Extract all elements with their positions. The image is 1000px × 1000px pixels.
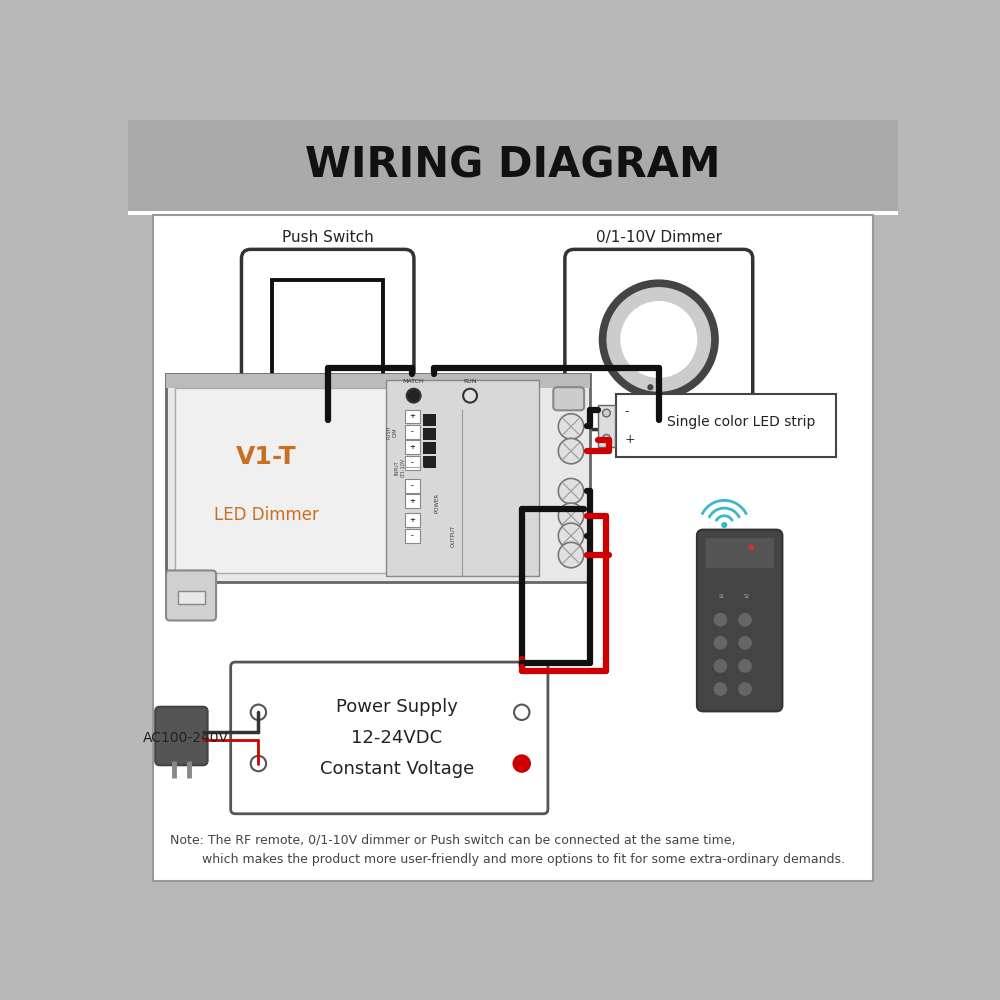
Text: 12-24VDC: 12-24VDC bbox=[351, 729, 443, 747]
Bar bbox=[423, 428, 436, 440]
Bar bbox=[166, 374, 590, 582]
Text: +: + bbox=[409, 517, 415, 523]
Text: INPUT
0/1-10V: INPUT 0/1-10V bbox=[395, 458, 405, 477]
FancyBboxPatch shape bbox=[166, 570, 216, 620]
Text: V1-T: V1-T bbox=[236, 445, 296, 469]
Text: Push Switch: Push Switch bbox=[282, 230, 374, 245]
FancyBboxPatch shape bbox=[705, 538, 774, 568]
Text: LED Dimmer: LED Dimmer bbox=[214, 506, 319, 524]
Text: which makes the product more user-friendly and more options to fit for some extr: which makes the product more user-friend… bbox=[170, 853, 845, 866]
Circle shape bbox=[714, 660, 727, 672]
Circle shape bbox=[714, 683, 727, 695]
Text: +: + bbox=[409, 444, 415, 450]
Circle shape bbox=[599, 279, 719, 400]
Circle shape bbox=[606, 287, 711, 392]
Circle shape bbox=[739, 614, 751, 626]
Circle shape bbox=[512, 754, 531, 773]
Text: 0/1-10V Dimmer: 0/1-10V Dimmer bbox=[596, 230, 722, 245]
Text: Single color LED strip: Single color LED strip bbox=[667, 415, 816, 429]
Text: +: + bbox=[409, 498, 415, 504]
Text: -: - bbox=[411, 533, 414, 539]
Text: -: - bbox=[411, 460, 414, 466]
Text: +: + bbox=[624, 433, 635, 446]
Circle shape bbox=[603, 409, 610, 417]
Text: AC100-240V: AC100-240V bbox=[143, 731, 229, 745]
Text: Constant Voltage: Constant Voltage bbox=[320, 760, 474, 778]
Circle shape bbox=[620, 301, 697, 378]
Bar bbox=[386, 380, 539, 576]
Circle shape bbox=[251, 705, 266, 720]
Text: MATCH: MATCH bbox=[403, 379, 425, 384]
Text: WIRING DIAGRAM: WIRING DIAGRAM bbox=[305, 144, 720, 186]
Text: PUSH
DIM: PUSH DIM bbox=[387, 426, 398, 439]
Circle shape bbox=[251, 756, 266, 771]
Text: RUN: RUN bbox=[463, 379, 477, 384]
Bar bbox=[405, 513, 420, 527]
Circle shape bbox=[558, 438, 584, 464]
Circle shape bbox=[558, 542, 584, 568]
FancyBboxPatch shape bbox=[553, 387, 584, 410]
Bar bbox=[405, 440, 420, 454]
FancyBboxPatch shape bbox=[565, 249, 753, 430]
FancyBboxPatch shape bbox=[697, 530, 782, 711]
Circle shape bbox=[739, 637, 751, 649]
Bar bbox=[405, 494, 420, 508]
Circle shape bbox=[739, 683, 751, 695]
Bar bbox=[272, 391, 383, 399]
Bar bbox=[272, 280, 383, 399]
Bar bbox=[175, 388, 408, 573]
FancyBboxPatch shape bbox=[241, 249, 414, 430]
FancyBboxPatch shape bbox=[231, 662, 548, 814]
Text: S2: S2 bbox=[743, 594, 749, 599]
Circle shape bbox=[407, 389, 421, 403]
Circle shape bbox=[514, 705, 529, 720]
Circle shape bbox=[603, 434, 610, 442]
Circle shape bbox=[739, 660, 751, 672]
Circle shape bbox=[463, 389, 477, 403]
Circle shape bbox=[748, 544, 754, 550]
Bar bbox=[616, 394, 836, 457]
Text: S1: S1 bbox=[719, 594, 725, 599]
Circle shape bbox=[714, 614, 727, 626]
Text: -: - bbox=[411, 483, 414, 489]
Circle shape bbox=[714, 637, 727, 649]
Text: POWER: POWER bbox=[434, 493, 439, 513]
Bar bbox=[153, 215, 873, 881]
Bar bbox=[423, 442, 436, 454]
Bar bbox=[405, 425, 420, 439]
Bar bbox=[178, 591, 205, 604]
Bar bbox=[405, 529, 420, 543]
Bar bbox=[405, 456, 420, 470]
Circle shape bbox=[558, 478, 584, 504]
Bar bbox=[423, 414, 436, 426]
Bar bbox=[128, 120, 898, 211]
Text: +: + bbox=[409, 413, 415, 419]
Circle shape bbox=[558, 523, 584, 549]
Bar bbox=[128, 211, 898, 215]
Bar bbox=[166, 374, 590, 388]
Bar bbox=[423, 456, 436, 468]
Circle shape bbox=[558, 414, 584, 439]
Circle shape bbox=[558, 503, 584, 528]
Bar bbox=[405, 410, 420, 423]
Text: Power Supply: Power Supply bbox=[336, 698, 458, 716]
Circle shape bbox=[721, 522, 727, 528]
Text: -: - bbox=[624, 405, 629, 418]
Circle shape bbox=[647, 384, 653, 390]
FancyBboxPatch shape bbox=[155, 707, 208, 765]
Text: OUTPUT: OUTPUT bbox=[451, 525, 456, 547]
Text: -: - bbox=[411, 429, 414, 435]
Text: Note: The RF remote, 0/1-10V dimmer or Push switch can be connected at the same : Note: The RF remote, 0/1-10V dimmer or P… bbox=[170, 833, 735, 846]
Bar bbox=[405, 479, 420, 493]
Bar bbox=[598, 405, 615, 447]
